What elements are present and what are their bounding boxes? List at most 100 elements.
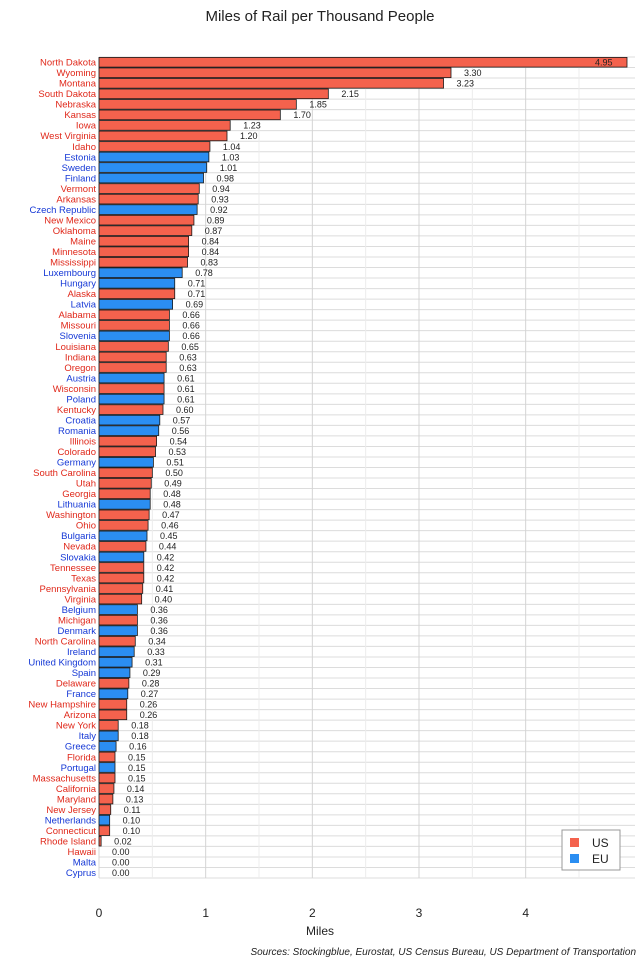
bar-north-dakota — [98, 57, 628, 68]
value-label: 1.04 — [223, 142, 241, 152]
value-label: 0.34 — [148, 636, 166, 646]
bar-vermont — [98, 183, 200, 194]
legend-box — [561, 829, 621, 871]
bar-florida — [98, 751, 116, 763]
bar-nebraska — [98, 99, 297, 110]
bar-pennsylvania — [98, 583, 144, 594]
category-label: Ohio — [76, 521, 96, 532]
value-label: 0.47 — [162, 510, 180, 520]
value-label: 0.65 — [181, 342, 199, 352]
bar-wisconsin — [98, 383, 165, 394]
bar-minnesota — [98, 246, 189, 257]
category-label: Michigan — [58, 615, 96, 626]
value-label: 0.53 — [169, 447, 187, 457]
category-label: Arkansas — [56, 194, 96, 205]
grid-lines — [98, 56, 635, 879]
category-label: Bulgaria — [61, 531, 97, 542]
category-label: North Carolina — [35, 636, 97, 647]
value-label: 0.46 — [161, 521, 179, 531]
category-label: Estonia — [64, 152, 96, 163]
bar-massachusetts — [98, 772, 116, 784]
category-label: Virginia — [64, 594, 96, 605]
bar-kansas — [98, 109, 281, 121]
bar-idaho — [98, 141, 211, 152]
category-label: Portugal — [61, 763, 96, 774]
bar-luxembourg — [98, 267, 183, 279]
category-label: West Virginia — [40, 131, 96, 142]
bar-united-kingdom — [98, 656, 133, 668]
value-label: 0.36 — [150, 626, 168, 636]
bar-connecticut — [98, 825, 111, 836]
category-label: New Mexico — [44, 215, 96, 226]
category-label: New York — [56, 721, 96, 732]
category-label: Nebraska — [55, 100, 96, 111]
bar-oklahoma — [98, 225, 193, 236]
value-label: 0.40 — [155, 594, 173, 604]
value-label: 0.61 — [177, 394, 195, 404]
category-label: Greece — [65, 742, 96, 753]
category-label: Latvia — [71, 300, 97, 311]
bar-arizona — [98, 709, 128, 721]
category-label: Luxembourg — [43, 268, 96, 279]
value-label: 3.30 — [464, 68, 482, 78]
x-axis-title: Miles — [306, 924, 334, 938]
bar-south-dakota — [98, 88, 329, 100]
value-label: 0.36 — [150, 605, 168, 615]
bar-california — [98, 783, 115, 794]
value-label: 0.10 — [123, 815, 141, 825]
value-label: 3.23 — [457, 79, 475, 89]
category-label: Vermont — [61, 184, 97, 195]
bar-oregon — [98, 362, 167, 373]
category-label: New Jersey — [46, 805, 96, 816]
category-label: Oregon — [64, 363, 96, 374]
bar-bulgaria — [98, 530, 148, 542]
category-label: Rhode Island — [40, 836, 96, 847]
category-label: South Carolina — [33, 468, 97, 479]
value-label: 0.49 — [164, 479, 182, 489]
bar-missouri — [98, 320, 170, 331]
value-label: 0.84 — [202, 237, 220, 247]
category-label: New Hampshire — [28, 700, 96, 711]
value-label: 0.63 — [179, 363, 197, 373]
bar-spain — [98, 667, 131, 678]
value-label: 0.15 — [128, 773, 146, 783]
bar-slovakia — [98, 551, 145, 563]
category-label: Denmark — [57, 626, 96, 637]
category-label: France — [66, 689, 96, 700]
category-label: Belgium — [62, 605, 96, 616]
category-label: Hawaii — [67, 847, 96, 858]
bar-rhode-island — [98, 835, 102, 847]
bar-montana — [98, 78, 444, 89]
bars — [98, 57, 628, 847]
category-label: Wyoming — [56, 68, 96, 79]
source-note: Sources: Stockingblue, Eurostat, US Cens… — [250, 947, 636, 958]
legend-label-us: US — [592, 836, 609, 850]
bar-maryland — [98, 793, 114, 805]
value-label: 0.54 — [170, 436, 188, 446]
value-label: 0.69 — [186, 300, 204, 310]
category-label: Cyprus — [66, 868, 96, 879]
x-axis-ticks: 0 1 2 3 4 — [96, 906, 530, 920]
bar-new-mexico — [98, 214, 195, 226]
category-label: Minnesota — [52, 247, 97, 258]
value-label: 0.42 — [157, 573, 175, 583]
bar-netherlands — [98, 814, 111, 826]
category-label: Netherlands — [45, 815, 96, 826]
bar-portugal — [98, 762, 116, 773]
bar-france — [98, 688, 129, 700]
value-label: 1.85 — [309, 100, 327, 110]
x-tick-label: 3 — [416, 906, 423, 920]
category-label: Mississippi — [50, 258, 96, 269]
value-label: 0.61 — [177, 373, 195, 383]
category-label: Pennsylvania — [39, 584, 96, 595]
category-label: Alaska — [67, 289, 96, 300]
category-label: Illinois — [70, 436, 97, 447]
value-label: 1.01 — [220, 163, 238, 173]
category-label: Sweden — [62, 163, 96, 174]
value-label: 0.13 — [126, 794, 144, 804]
value-label: 0.28 — [142, 679, 160, 689]
bar-wyoming — [98, 67, 452, 79]
category-label: Ireland — [67, 647, 96, 658]
bar-slovenia — [98, 330, 170, 342]
bar-illinois — [98, 435, 157, 447]
